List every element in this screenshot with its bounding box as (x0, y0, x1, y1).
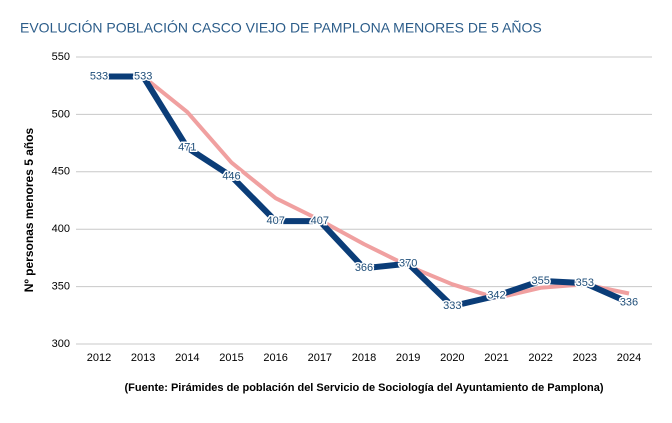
y-tick-label: 500 (52, 108, 70, 120)
x-tick-label: 2015 (219, 352, 243, 364)
x-tick-label: 2022 (528, 352, 552, 364)
data-label: 336 (620, 297, 638, 309)
data-label: 355 (531, 275, 549, 287)
data-label: 407 (266, 215, 284, 227)
data-label: 407 (311, 215, 329, 227)
source-note: (Fuente: Pirámides de población del Serv… (125, 382, 604, 394)
x-tick-label: 2023 (573, 352, 597, 364)
x-tick-label: 2018 (352, 352, 376, 364)
x-tick-label: 2014 (175, 352, 199, 364)
data-label: 333 (443, 300, 461, 312)
x-tick-label: 2013 (131, 352, 155, 364)
data-label: 533 (90, 70, 108, 82)
data-label: 533 (134, 70, 152, 82)
data-label: 370 (399, 258, 417, 270)
y-tick-label: 300 (52, 338, 70, 350)
series-line (99, 73, 631, 310)
x-tick-label: 2019 (396, 352, 420, 364)
x-tick-label: 2012 (87, 352, 111, 364)
series-line (141, 74, 630, 301)
x-tick-label: 2024 (617, 352, 641, 364)
y-tick-label: 400 (52, 223, 70, 235)
y-tick-label: 450 (52, 166, 70, 178)
x-tick-label: 2020 (440, 352, 464, 364)
y-tick-label: 350 (52, 281, 70, 293)
x-tick-label: 2017 (308, 352, 332, 364)
y-tick-label: 550 (52, 51, 70, 63)
data-label: 353 (576, 277, 594, 289)
x-tick-label: 2016 (263, 352, 287, 364)
chart-title: EVOLUCIÓN POBLACIÓN CASCO VIEJO DE PAMPL… (20, 20, 542, 36)
data-label: 342 (487, 290, 505, 302)
data-label: 366 (355, 262, 373, 274)
x-tick-label: 2021 (484, 352, 508, 364)
data-label: 471 (178, 142, 196, 154)
y-axis-label: Nº personas menores 5 años (22, 127, 36, 292)
data-label: 446 (222, 170, 240, 182)
